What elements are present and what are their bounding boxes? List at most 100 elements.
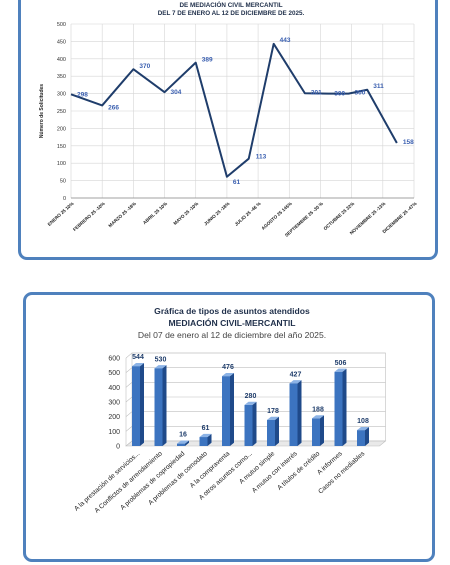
bar-front	[177, 443, 185, 446]
x-tick-label: MARZO 25 -18%	[108, 201, 138, 228]
data-label: 61	[233, 179, 241, 186]
bar	[154, 365, 167, 446]
y-tick-label: 0	[116, 444, 120, 451]
y-tick-label: 300	[57, 92, 66, 98]
data-label: 300	[334, 91, 345, 98]
bar-value-label: 61	[202, 425, 210, 432]
bar-value-label: 427	[290, 371, 302, 378]
bar-chart-card: Gráfica de tipos de asuntos atendidos ME…	[23, 292, 435, 562]
y-tick-label: 200	[108, 414, 120, 421]
bar-front	[244, 404, 253, 446]
y-axis-label: Número de Solicitudes	[39, 84, 45, 138]
y-tick-label: 600	[108, 356, 120, 363]
bar-chart-date-range: Del 07 de enero al 12 de diciembre del a…	[137, 330, 327, 340]
y-tick-label: 400	[57, 57, 66, 63]
data-label: 389	[202, 57, 213, 64]
bar-front	[132, 366, 140, 446]
bar	[289, 380, 302, 446]
bar-side	[185, 440, 189, 446]
x-tick-label: AGOSTO 25 145%	[260, 201, 293, 231]
data-label: 113	[256, 154, 267, 161]
bar-side	[252, 401, 257, 446]
bar-front	[199, 437, 208, 446]
y-tick-label: 300	[108, 400, 120, 407]
bar-chart-plot: 0 100 200 300 400 500 600 544 530 16 61 476 280 178 42…	[73, 352, 387, 515]
bar-side	[162, 365, 167, 446]
bar-top	[267, 416, 279, 420]
data-label: 443	[280, 37, 291, 44]
bar-side	[365, 426, 369, 446]
y-tick-label: 100	[57, 161, 66, 167]
data-label: 266	[108, 104, 119, 111]
y-tick-label: 500	[108, 370, 120, 377]
y-tick-label: 400	[108, 385, 120, 392]
x-tick-label: ABRIL 25 10%	[142, 201, 168, 225]
x-tick-label: JUNIO 25 -18%	[203, 201, 230, 226]
bar-front	[154, 368, 163, 446]
y-tick-label: 0	[63, 196, 66, 202]
data-label: 304	[171, 89, 182, 96]
bar-side	[297, 380, 302, 446]
bar-value-label: 544	[132, 354, 144, 361]
bar-top	[222, 372, 234, 377]
data-label: 311	[373, 83, 384, 90]
data-label: 370	[139, 63, 150, 70]
x-tick-label: A la compraventa	[189, 450, 232, 490]
x-tick-label: OCTUBRE 25 32%	[323, 201, 356, 231]
bar-top	[177, 440, 189, 444]
y-tick-label: 450	[57, 39, 66, 45]
x-tick-label: ENERO 25 10%	[47, 201, 75, 227]
y-tick-label: 100	[108, 429, 120, 436]
y-tick-label: 150	[57, 144, 66, 150]
bar-top	[132, 363, 144, 367]
bar-front	[334, 371, 343, 446]
bar-value-label: 476	[222, 364, 234, 371]
data-label: 298	[77, 91, 88, 98]
bar-top	[357, 426, 369, 431]
y-tick-label: 200	[57, 126, 66, 132]
bar-side	[275, 416, 279, 446]
bar-chart-subtitle: MEDIACIÓN CIVIL-MERCANTIL	[168, 318, 296, 328]
bar	[267, 416, 279, 446]
bar-value-label: 16	[179, 432, 187, 439]
line-chart-title-line-2: DEL 7 DE ENERO AL 12 DE DICIEMBRE DE 202…	[157, 10, 305, 17]
bar-front	[289, 383, 298, 446]
data-label: 158	[403, 139, 414, 146]
y-tick-label: 250	[57, 109, 66, 115]
line-chart-card: DE MEDIACIÓN CIVIL MERCANTIL DEL 7 DE EN…	[18, 0, 438, 260]
bar-value-label: 178	[267, 408, 279, 415]
bar	[357, 426, 369, 446]
bar-top	[312, 415, 324, 419]
y-tick-label: 350	[57, 74, 66, 80]
bar-side	[230, 372, 234, 446]
bar-side	[207, 433, 212, 446]
bar-front	[357, 430, 365, 446]
bar	[132, 363, 144, 446]
bar-value-label: 280	[245, 393, 257, 400]
bar	[334, 368, 347, 446]
bar	[312, 415, 324, 446]
bar-value-label: 506	[335, 360, 347, 367]
bar-side	[320, 415, 324, 446]
series-line	[70, 42, 398, 178]
bar-chart-title: Gráfica de tipos de asuntos atendidos	[154, 306, 310, 316]
bar-front	[267, 419, 275, 446]
x-tick-label: JULIO 25 -46 %	[234, 201, 262, 227]
line-chart-plot: 0 50 100 150 200 250 300 350 400 450 500 ENERO 25 1…	[39, 22, 418, 238]
gridline-y	[125, 352, 386, 359]
line-chart-title-line-1: DE MEDIACIÓN CIVIL MERCANTIL	[179, 2, 283, 9]
x-tick-label: DICIEMBRE 25 -47%	[381, 201, 417, 234]
bar-value-label: 188	[312, 406, 324, 413]
bar-value-label: 530	[155, 356, 167, 363]
y-tick-label: 500	[57, 22, 66, 28]
x-tick-label: FEBRERO 25 -10%	[72, 201, 106, 232]
data-label: 300	[355, 90, 366, 97]
x-tick-label: MAYO 25 -10%	[172, 201, 199, 226]
bar	[222, 372, 234, 446]
bar	[177, 440, 189, 446]
y-tick-label: 50	[60, 179, 66, 185]
bar	[244, 401, 257, 446]
bar-front	[312, 418, 320, 446]
bar	[199, 433, 212, 446]
bar-side	[140, 363, 144, 446]
